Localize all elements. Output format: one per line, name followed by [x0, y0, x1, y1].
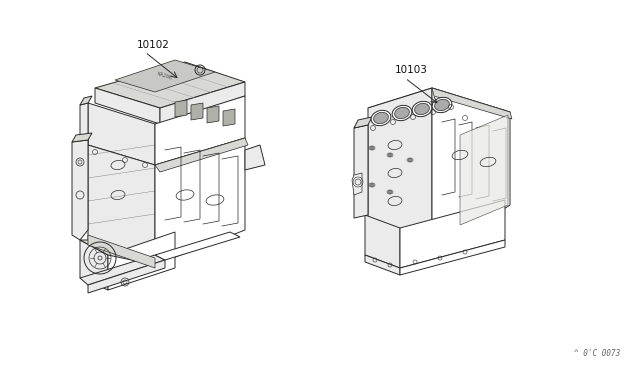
- Ellipse shape: [374, 112, 388, 124]
- Circle shape: [388, 190, 392, 193]
- Polygon shape: [108, 232, 175, 290]
- Polygon shape: [175, 100, 187, 117]
- Polygon shape: [155, 96, 245, 165]
- Polygon shape: [155, 138, 245, 265]
- Polygon shape: [160, 82, 245, 124]
- Circle shape: [371, 147, 374, 150]
- Ellipse shape: [412, 101, 432, 117]
- Polygon shape: [72, 133, 92, 142]
- Polygon shape: [155, 232, 240, 260]
- Ellipse shape: [435, 99, 449, 110]
- Polygon shape: [95, 62, 245, 108]
- Polygon shape: [155, 138, 248, 172]
- Ellipse shape: [395, 108, 410, 119]
- Ellipse shape: [415, 103, 429, 115]
- Text: ^ 0'C 0073: ^ 0'C 0073: [573, 349, 620, 358]
- Polygon shape: [72, 140, 88, 240]
- Text: 10102: 10102: [137, 40, 170, 50]
- Circle shape: [408, 158, 412, 161]
- Polygon shape: [368, 88, 432, 255]
- Circle shape: [371, 183, 374, 186]
- Polygon shape: [80, 255, 165, 285]
- Polygon shape: [365, 255, 400, 275]
- Polygon shape: [80, 240, 108, 290]
- Polygon shape: [354, 125, 368, 218]
- Polygon shape: [400, 240, 505, 275]
- Text: KA20E: KA20E: [157, 71, 173, 81]
- Polygon shape: [400, 200, 505, 268]
- Polygon shape: [80, 96, 92, 105]
- Polygon shape: [354, 117, 372, 128]
- Ellipse shape: [392, 105, 412, 121]
- Polygon shape: [88, 260, 165, 293]
- Polygon shape: [368, 88, 510, 132]
- Text: 10103: 10103: [395, 65, 428, 75]
- Polygon shape: [352, 173, 362, 195]
- Polygon shape: [245, 145, 265, 170]
- Polygon shape: [191, 103, 203, 120]
- Polygon shape: [395, 218, 462, 262]
- Polygon shape: [365, 215, 400, 268]
- Polygon shape: [207, 106, 219, 123]
- Polygon shape: [223, 109, 235, 126]
- Circle shape: [388, 154, 392, 157]
- Polygon shape: [80, 240, 155, 265]
- Polygon shape: [80, 103, 88, 150]
- Polygon shape: [115, 60, 215, 92]
- Polygon shape: [95, 88, 160, 124]
- Polygon shape: [88, 103, 155, 165]
- Polygon shape: [432, 88, 510, 255]
- Polygon shape: [432, 88, 512, 119]
- Polygon shape: [88, 145, 155, 265]
- Ellipse shape: [432, 97, 452, 113]
- Polygon shape: [88, 235, 155, 268]
- Polygon shape: [368, 230, 395, 262]
- Ellipse shape: [371, 110, 391, 126]
- Polygon shape: [460, 115, 508, 225]
